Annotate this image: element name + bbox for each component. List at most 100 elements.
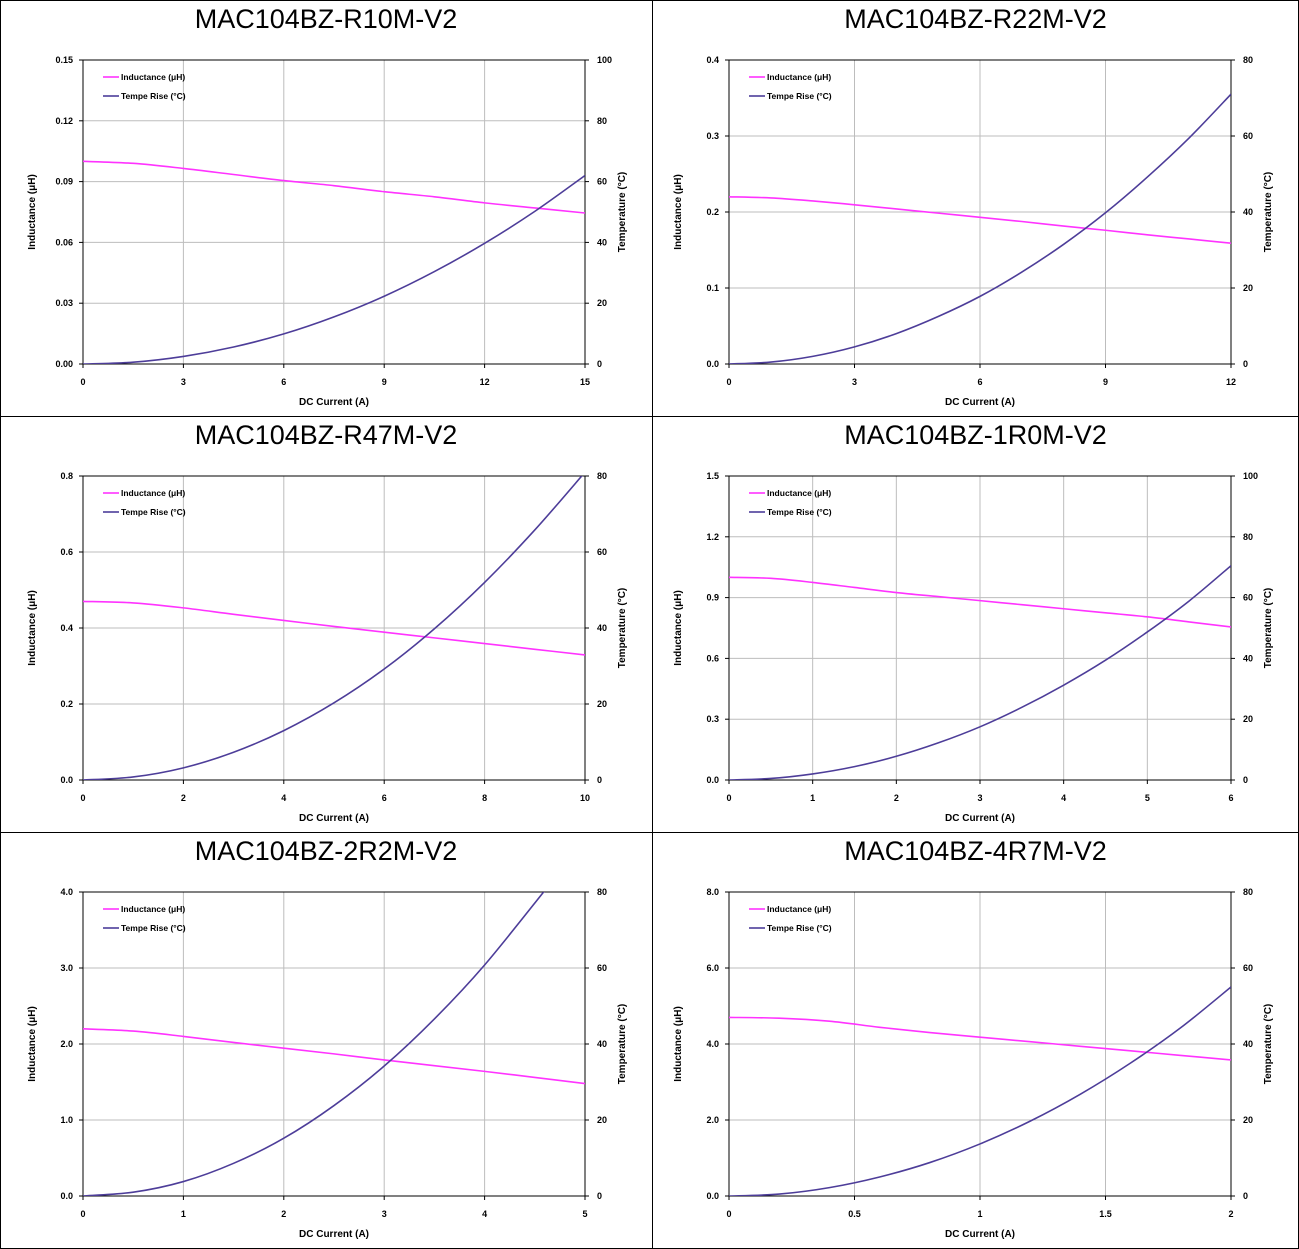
x-tick-label: 3 xyxy=(382,1209,387,1219)
legend-label: Inductance (μH) xyxy=(121,488,185,498)
y2-axis-label: Temperature (°C) xyxy=(617,172,628,253)
y-tick-label: 0.6 xyxy=(60,547,73,557)
inductance-series-line xyxy=(83,1028,585,1085)
y2-tick-label: 20 xyxy=(1243,714,1253,724)
legend-label: Tempe Rise (°C) xyxy=(767,923,832,933)
y-tick-label: 1.2 xyxy=(706,532,719,542)
y2-tick-label: 100 xyxy=(1243,471,1258,481)
x-tick-label: 3 xyxy=(181,377,186,387)
y-tick-label: 8.0 xyxy=(706,887,719,897)
inductance-series-line xyxy=(729,1016,1231,1061)
x-axis-label: DC Current (A) xyxy=(299,1229,369,1240)
chart-panel: MAC104BZ-2R2M-V2 0 1 2 3 4 5 0.0 1.0 2.0 3.0 4.0 0 20… xyxy=(0,832,652,1248)
y-axis-label: Inductance (μH) xyxy=(27,590,38,666)
temperature-series-line xyxy=(729,565,1231,780)
y2-axis-label: Temperature (°C) xyxy=(617,1004,628,1085)
y-tick-label: 0.0 xyxy=(706,1191,719,1201)
x-tick-label: 0 xyxy=(80,377,85,387)
legend-label: Inductance (μH) xyxy=(121,904,185,914)
y-axis-label: Inductance (μH) xyxy=(27,174,38,250)
chart-title: MAC104BZ-1R0M-V2 xyxy=(844,420,1107,450)
y2-tick-label: 80 xyxy=(1243,532,1253,542)
y-tick-label: 0.2 xyxy=(706,207,719,217)
x-tick-label: 3 xyxy=(977,793,982,803)
legend-label: Tempe Rise (°C) xyxy=(121,91,186,101)
x-tick-label: 1 xyxy=(977,1209,982,1219)
y2-tick-label: 80 xyxy=(597,116,607,126)
inductance-series-line xyxy=(83,160,585,214)
x-tick-label: 6 xyxy=(382,793,387,803)
x-tick-label: 6 xyxy=(1228,793,1233,803)
y-tick-label: 0.2 xyxy=(60,699,73,709)
y2-tick-label: 40 xyxy=(597,1039,607,1049)
legend-label: Inductance (μH) xyxy=(767,72,831,82)
y2-tick-label: 80 xyxy=(597,887,607,897)
temperature-series-line xyxy=(729,93,1231,364)
chart-title: MAC104BZ-R10M-V2 xyxy=(194,4,458,34)
x-tick-label: 0.5 xyxy=(848,1209,861,1219)
legend-label: Inductance (μH) xyxy=(767,488,831,498)
y-tick-label: 0.3 xyxy=(706,714,719,724)
y-tick-label: 0.0 xyxy=(706,359,719,369)
chart-title: MAC104BZ-R47M-V2 xyxy=(194,420,458,450)
plot-frame xyxy=(82,59,586,365)
x-tick-label: 9 xyxy=(382,377,387,387)
y-tick-label: 0.12 xyxy=(55,116,73,126)
y2-tick-label: 60 xyxy=(597,963,607,973)
x-tick-label: 3 xyxy=(852,377,857,387)
y-tick-label: 6.0 xyxy=(706,963,719,973)
y-tick-label: 4.0 xyxy=(60,887,73,897)
y-tick-label: 0.00 xyxy=(55,359,73,369)
y2-tick-label: 0 xyxy=(597,359,602,369)
y2-tick-label: 0 xyxy=(1243,775,1248,785)
chart-title: MAC104BZ-4R7M-V2 xyxy=(844,836,1107,866)
table-border-row-1 xyxy=(0,416,1299,417)
y2-tick-label: 60 xyxy=(1243,131,1253,141)
y2-tick-label: 80 xyxy=(1243,55,1253,65)
y2-tick-label: 20 xyxy=(597,1115,607,1125)
legend-label: Tempe Rise (°C) xyxy=(767,91,832,101)
y2-tick-label: 40 xyxy=(1243,1039,1253,1049)
x-tick-label: 1 xyxy=(810,793,815,803)
chart-svg: 0 0.5 1 1.5 2 0.0 2.0 4.0 6.0 8.0 0 20 40 60 80 DC Curr… xyxy=(673,887,1274,1240)
x-tick-label: 4 xyxy=(482,1209,487,1219)
x-tick-label: 10 xyxy=(580,793,590,803)
x-tick-label: 6 xyxy=(977,377,982,387)
y2-axis-label: Temperature (°C) xyxy=(1263,172,1274,253)
x-tick-label: 12 xyxy=(1226,377,1236,387)
y-tick-label: 0.06 xyxy=(55,237,73,247)
x-tick-label: 1 xyxy=(181,1209,186,1219)
inductance-series-line xyxy=(83,600,585,656)
x-tick-label: 2 xyxy=(181,793,186,803)
y-tick-label: 0.03 xyxy=(55,298,73,308)
y-axis-label: Inductance (μH) xyxy=(673,590,684,666)
x-tick-label: 0 xyxy=(726,377,731,387)
x-tick-label: 2 xyxy=(894,793,899,803)
chart-panel: MAC104BZ-4R7M-V2 0 0.5 1 1.5 2 0.0 2.0 4.0 6.0 8.0… xyxy=(652,832,1299,1248)
y-axis-label: Inductance (μH) xyxy=(673,174,684,250)
x-tick-label: 15 xyxy=(580,377,590,387)
y-axis-label: Inductance (μH) xyxy=(673,1006,684,1082)
y-tick-label: 1.5 xyxy=(706,471,719,481)
chart-svg: 0 3 6 9 12 0.0 0.1 0.2 0.3 0.4 0 20 40 60 80 DC Current… xyxy=(673,55,1274,408)
x-tick-label: 0 xyxy=(80,1209,85,1219)
x-tick-label: 4 xyxy=(281,793,286,803)
y2-tick-label: 40 xyxy=(597,237,607,247)
y2-axis-label: Temperature (°C) xyxy=(617,588,628,669)
y-axis-label: Inductance (μH) xyxy=(27,1006,38,1082)
x-tick-label: 0 xyxy=(80,793,85,803)
y-tick-label: 0.1 xyxy=(706,283,719,293)
y2-axis-label: Temperature (°C) xyxy=(1263,588,1274,669)
x-tick-label: 4 xyxy=(1061,793,1066,803)
legend-label: Tempe Rise (°C) xyxy=(121,923,186,933)
table-border-left xyxy=(0,0,1,1249)
legend-label: Tempe Rise (°C) xyxy=(121,507,186,517)
y2-tick-label: 80 xyxy=(1243,887,1253,897)
y2-tick-label: 0 xyxy=(597,1191,602,1201)
x-tick-label: 5 xyxy=(582,1209,587,1219)
y-tick-label: 0.4 xyxy=(60,623,73,633)
y2-tick-label: 20 xyxy=(597,699,607,709)
x-axis-label: DC Current (A) xyxy=(299,813,369,824)
y-tick-label: 0.09 xyxy=(55,177,73,187)
y-tick-label: 0.0 xyxy=(60,775,73,785)
